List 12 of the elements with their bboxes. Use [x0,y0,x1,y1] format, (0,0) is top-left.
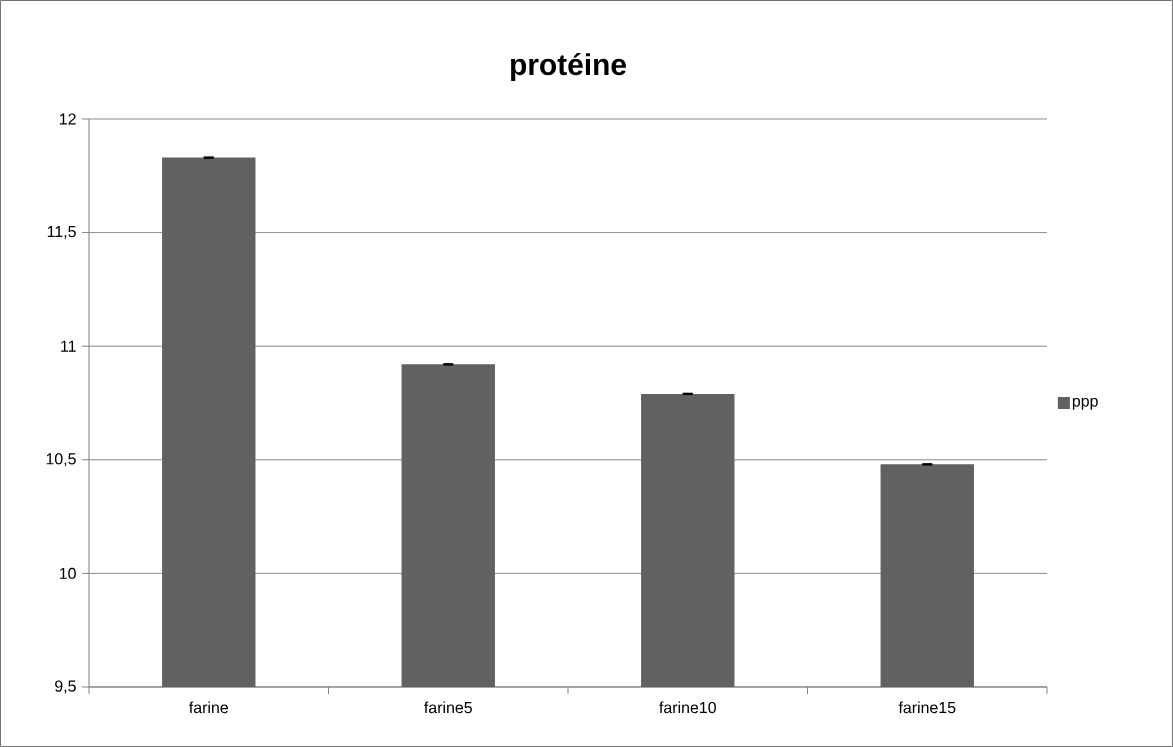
y-tick-label: 11,5 [47,226,76,240]
y-tick-label: 11 [61,340,76,352]
y-tick-label: 9,5 [55,680,76,694]
y-tick-label: 10,5 [46,453,76,467]
y-tick-label: 10 [59,567,76,580]
x-tick-label: farine10 [659,701,716,714]
x-tick-label: farine5 [424,701,472,714]
x-tick-label: farine [189,701,228,714]
chart-title: protéine [511,52,626,82]
x-tick-label: farine15 [898,701,956,714]
y-tick-label: 12 [59,113,76,125]
legend-label: ppp [1072,397,1098,410]
